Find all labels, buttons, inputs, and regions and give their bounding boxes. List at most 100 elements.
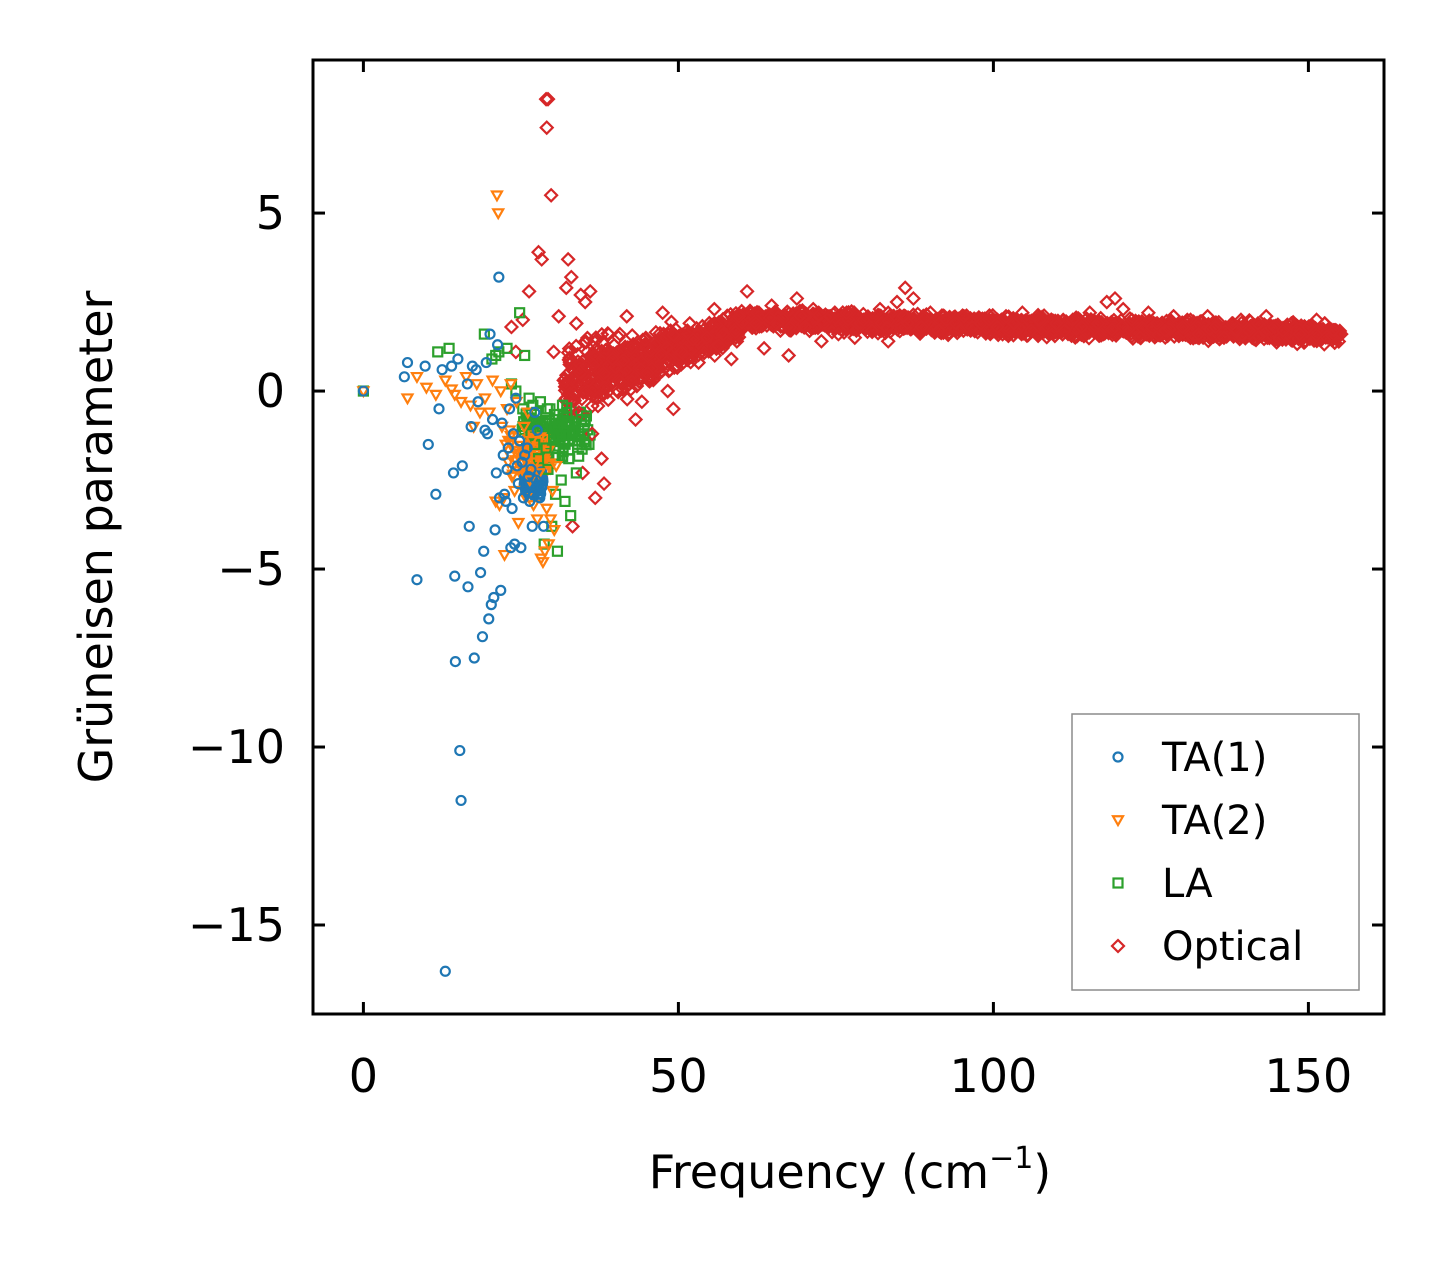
optical-point: [1174, 319, 1190, 335]
optical-point: [1124, 312, 1140, 328]
optical-point: [1149, 315, 1165, 331]
optical-point: [781, 347, 797, 364]
ta-1-point: [536, 481, 548, 493]
optical-point: [1283, 315, 1299, 331]
optical-dense-point: [840, 318, 856, 335]
optical-point: [503, 319, 520, 335]
optical-dense-point: [696, 345, 712, 361]
optical-point: [772, 322, 789, 339]
optical-point: [628, 411, 644, 428]
ta-1-point: [455, 794, 467, 807]
ta-1-point: [419, 360, 431, 372]
ta-2-point: [400, 393, 415, 406]
ta-1-point: [506, 502, 518, 515]
ta-2-point: [482, 407, 497, 420]
ta-2-point: [419, 382, 434, 395]
optical-point: [534, 251, 550, 267]
optical-dense-point: [666, 360, 682, 376]
optical-point: [723, 351, 739, 367]
optical-dense-point: [590, 398, 606, 414]
optical-point: [1074, 319, 1090, 335]
legend-label-ta-1: TA(1): [1161, 735, 1267, 781]
y-tick-label: −5: [217, 542, 285, 596]
ta-1-point: [514, 435, 526, 447]
ta-2-point: [463, 400, 478, 413]
ta-1-point: [465, 421, 477, 433]
optical-point: [558, 280, 574, 296]
la-point: [519, 349, 531, 362]
ta-2-point: [490, 190, 504, 203]
optical-point: [543, 187, 559, 203]
optical-point: [1115, 301, 1131, 317]
optical-dense-point: [910, 306, 926, 322]
ta-1-point: [422, 438, 434, 451]
ta-2-point: [503, 379, 518, 392]
optical-dense-point: [578, 334, 594, 350]
legend-label-la: LA: [1162, 861, 1213, 907]
optical-dense-point: [979, 320, 995, 336]
optical-point: [931, 322, 947, 339]
ta-1-point: [510, 392, 522, 404]
ta-1-point: [490, 467, 502, 479]
la-point: [580, 410, 593, 422]
ta-2-point: [469, 379, 484, 392]
optical-dense-point: [1217, 323, 1233, 339]
ta-2-point: [497, 549, 512, 563]
optical-point: [715, 326, 731, 342]
optical-point: [914, 319, 930, 335]
ta-1-point: [470, 364, 482, 376]
ta-1-point: [497, 449, 509, 461]
ta-1-point: [488, 591, 500, 604]
optical-dense-point: [653, 348, 669, 364]
optical-point: [1292, 326, 1308, 342]
optical-point: [1275, 322, 1291, 339]
ta-1-point: [503, 403, 516, 415]
optical-point: [905, 290, 921, 307]
ta-1-point: [486, 413, 499, 426]
ta-2-point: [543, 514, 558, 527]
optical-dense-point: [1202, 321, 1218, 337]
ta-2-point: [492, 500, 507, 513]
optical-point: [948, 315, 964, 331]
optical-point: [989, 319, 1005, 335]
ta-1-point: [507, 428, 519, 440]
ta-2-point: [410, 371, 424, 385]
ta-2-point: [545, 485, 560, 498]
optical-point: [1166, 308, 1182, 324]
ta-1-point: [498, 488, 511, 500]
la-point: [548, 431, 560, 443]
optical-dense-point: [596, 365, 612, 381]
ta-1-point: [398, 371, 410, 383]
la-point: [563, 453, 575, 465]
ta-2-point: [547, 525, 562, 538]
optical-point: [1208, 319, 1224, 335]
optical-dense-point: [1162, 321, 1178, 337]
optical-dense-point: [633, 361, 649, 378]
y-tick-label: 0: [256, 364, 285, 418]
optical-point: [1048, 315, 1064, 331]
optical-point: [1132, 330, 1148, 346]
optical-point: [604, 351, 620, 367]
optical-point: [563, 269, 579, 285]
optical-dense-point: [659, 339, 675, 355]
la-point: [432, 346, 444, 358]
legend-items: TA(1) TA(2) LA Optical: [1110, 735, 1303, 970]
ta-1-point: [529, 406, 541, 419]
optical-point: [538, 91, 554, 107]
optical-point: [565, 518, 581, 534]
la-point: [555, 474, 567, 486]
optical-dense-point: [1092, 327, 1108, 343]
optical-dense-point: [713, 315, 729, 331]
optical-point: [546, 344, 562, 360]
optical-point: [813, 333, 829, 349]
ta-2-point: [428, 389, 443, 402]
ta-2-point: [491, 208, 506, 221]
x-axis-title: Frequency (cm−1): [649, 1141, 1052, 1199]
ta-1-point: [500, 495, 512, 508]
ta-1-point: [474, 566, 487, 579]
optical-point: [539, 120, 555, 136]
ta-1-point: [454, 744, 466, 757]
ta-2-point: [524, 436, 539, 449]
optical-point: [530, 244, 547, 260]
